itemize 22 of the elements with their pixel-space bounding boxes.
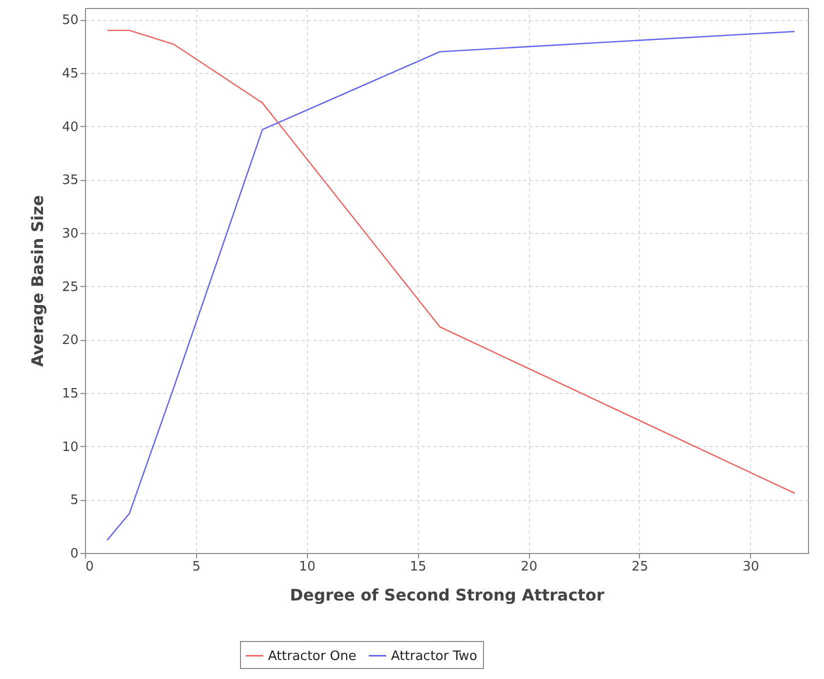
y-tick-label: 25 [62, 280, 78, 295]
x-tick-label: 0 [86, 560, 94, 574]
x-axis-title: Degree of Second Strong Attractor [290, 586, 604, 604]
y-tick-label: 30 [62, 226, 78, 242]
x-tick-label: 5 [192, 560, 201, 574]
x-tick-label: 30 [742, 560, 760, 574]
legend-label: Attractor Two [391, 648, 478, 664]
y-tick-label: 15 [62, 386, 78, 402]
y-tick-label: 35 [62, 173, 78, 188]
x-tick-label: 10 [299, 560, 316, 574]
y-tick-label: 20 [62, 333, 78, 348]
y-tick-label: 45 [62, 66, 78, 82]
y-axis-title: Average Basin Size [28, 194, 47, 367]
legend-label: Attractor One [268, 648, 356, 664]
x-tick-label: 15 [410, 560, 426, 574]
y-tick-label: 10 [62, 440, 78, 455]
y-tick-label: 50 [62, 13, 78, 28]
y-tick-label: 5 [70, 493, 78, 508]
x-tick-label: 25 [632, 560, 648, 574]
x-tick-label: 20 [520, 560, 538, 574]
y-tick-label: 40 [62, 120, 78, 135]
y-tick-label: 0 [70, 546, 78, 562]
